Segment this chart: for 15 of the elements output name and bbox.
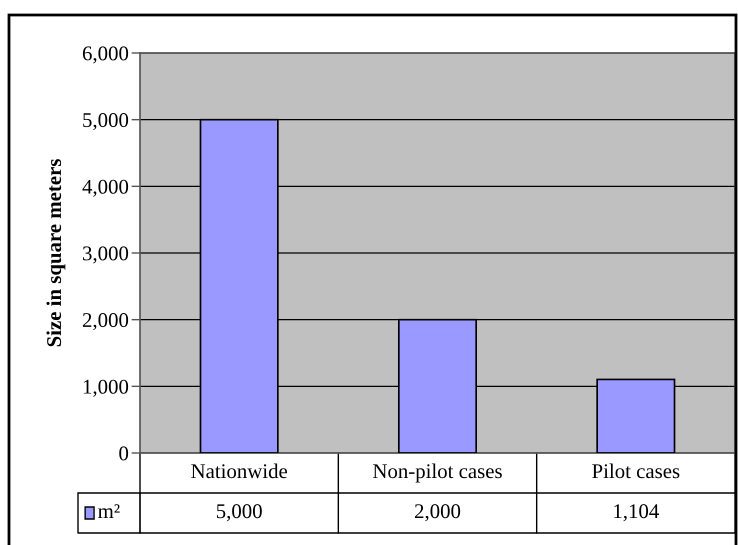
y-tick-label: 1,000 bbox=[84, 380, 128, 397]
y-tick-label: 3,000 bbox=[83, 246, 128, 264]
data-label: 5,000 bbox=[216, 504, 262, 522]
x-tick-label: Nationwide bbox=[191, 464, 288, 478]
y-tick-label: 2,000 bbox=[82, 313, 128, 330]
y-tick-label: 5,000 bbox=[83, 113, 128, 130]
y-tick-label: 0 bbox=[119, 446, 128, 460]
x-tick-label: Pilot cases bbox=[592, 464, 680, 478]
legend-label: m² bbox=[98, 504, 120, 518]
data-label: 2,000 bbox=[414, 504, 460, 522]
y-tick-label: 4,000 bbox=[82, 180, 128, 197]
x-tick-label: Non-pilot cases bbox=[373, 464, 502, 482]
data-label: 1,104 bbox=[614, 504, 659, 522]
y-tick-label: 6,000 bbox=[82, 46, 128, 64]
y-axis-title: Size in square meters bbox=[46, 159, 66, 346]
